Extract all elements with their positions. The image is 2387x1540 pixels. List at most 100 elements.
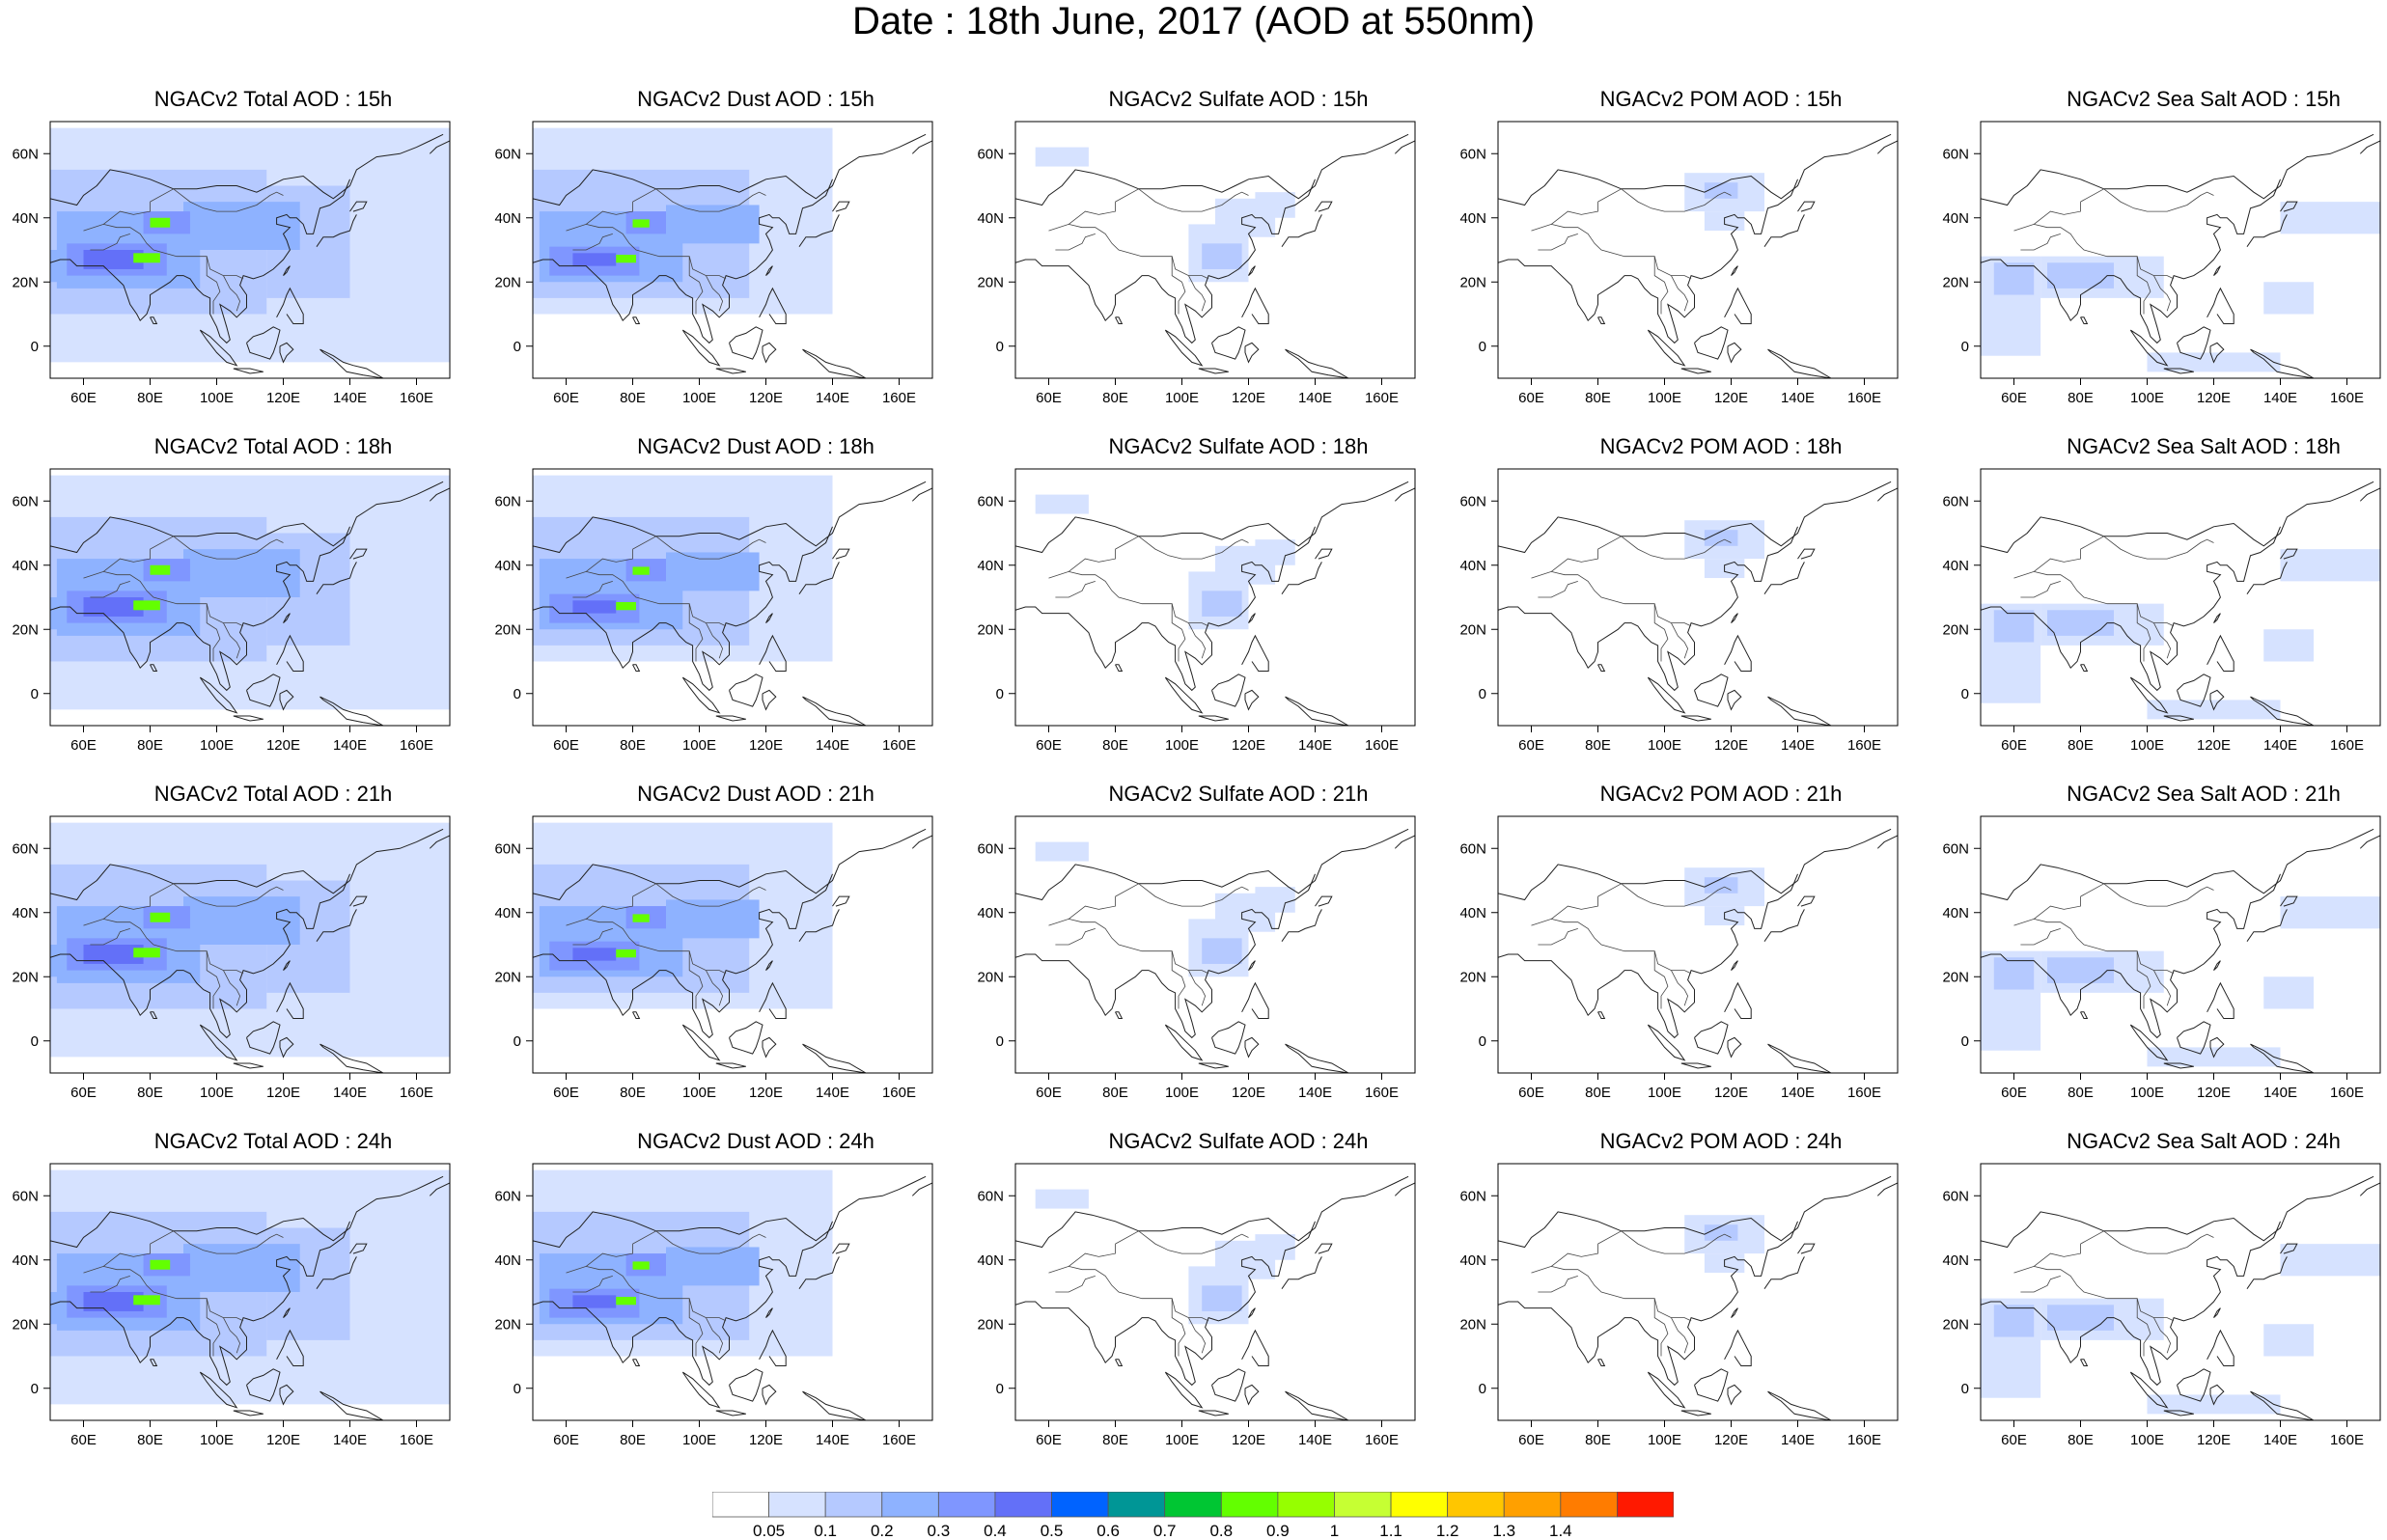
map-plot: 60E 80E 100E 120E 140E 160E 60N 40N 20N 0 (494, 121, 933, 406)
country-border (688, 1298, 704, 1357)
country-border (2153, 622, 2172, 659)
aod-shading (1035, 147, 1089, 167)
coastline (1285, 348, 1349, 378)
aod-shading (666, 552, 760, 591)
y-tick-label: 20N (977, 274, 1004, 290)
map-panel: NGACv2 Total AOD : 24h 60E 80E 100E 120E 140E… (12, 1129, 529, 1476)
x-tick-label: 160E (400, 390, 433, 406)
coastline (759, 1329, 787, 1366)
coastline (1498, 179, 1798, 344)
x-tick-label: 140E (2263, 390, 2297, 406)
country-border (223, 622, 241, 659)
coastline (276, 1329, 304, 1366)
aod-shading (1255, 539, 1295, 565)
x-tick-label: 140E (333, 1085, 367, 1101)
plot-frame (1497, 815, 1899, 1074)
coastline (279, 1036, 294, 1059)
y-tick-label: 0 (31, 339, 39, 355)
coastline (2080, 316, 2089, 324)
y-tick-label: 0 (31, 686, 39, 702)
colorbar-label: 0.6 (1096, 1522, 1120, 1540)
coastline (2207, 287, 2234, 324)
coastline (802, 1043, 867, 1073)
coastline (2209, 1384, 2225, 1406)
country-border (632, 1230, 766, 1254)
coastline (2163, 1410, 2194, 1416)
coastline (1241, 287, 1269, 324)
x-tick-label: 140E (1781, 737, 1815, 754)
aod-shading (1704, 530, 1738, 546)
map-panel: NGACv2 POM AOD : 24h 60E 80E 100E 120E 140E 16… (1459, 1129, 1977, 1476)
coastline (1015, 526, 1316, 692)
y-tick-label: 60N (494, 146, 521, 162)
colorbar-swatch (712, 1492, 769, 1518)
country-border (2136, 1298, 2151, 1357)
country-border (1531, 570, 1692, 627)
coastline (2209, 1036, 2225, 1059)
coastline (1285, 1390, 1349, 1420)
y-tick-label: 40N (1459, 558, 1486, 574)
aod-shading (2280, 1244, 2380, 1277)
map-plot: 60E 80E 100E 120E 140E 160E 60N 40N 20N 0 (1459, 121, 1899, 406)
x-tick-label: 80E (1585, 1432, 1611, 1448)
coastline (1680, 1410, 1711, 1416)
country-border (2013, 1265, 2175, 1322)
coastline (1241, 1329, 1269, 1366)
coastline (1315, 201, 1333, 212)
map-panel: NGACv2 Total AOD : 15h 60E 80E 100E 120E 140E… (12, 87, 529, 434)
coastline (1244, 1384, 1260, 1406)
coastline (1394, 835, 1415, 849)
y-tick-label: 20N (494, 274, 521, 290)
coastline (1597, 1359, 1606, 1366)
y-tick-label: 60N (12, 493, 39, 509)
x-tick-label: 140E (1298, 1085, 1332, 1101)
country-border (572, 581, 613, 598)
x-tick-label: 100E (682, 1085, 716, 1101)
coastline (246, 1021, 281, 1055)
coastline (1164, 329, 1204, 367)
plot-frame (1980, 468, 2381, 727)
coastline (533, 481, 927, 554)
coastline (1680, 1062, 1711, 1069)
colorbar-swatch (1334, 1492, 1392, 1518)
coastline (1763, 562, 1805, 594)
panel-title: NGACv2 Total AOD : 15h (153, 87, 393, 111)
coastline (429, 1182, 450, 1196)
coastline (246, 674, 281, 707)
aod-shading (632, 914, 650, 922)
panel-title: NGACv2 Total AOD : 21h (153, 782, 393, 806)
y-tick-label: 40N (12, 210, 39, 227)
coastline (1198, 368, 1229, 374)
coastline (1680, 715, 1711, 722)
aod-shading (2047, 610, 2114, 636)
coastline (279, 1384, 294, 1406)
map-panel: NGACv2 Sulfate AOD : 15h 60E 80E 100E 120E 14… (977, 87, 1494, 434)
coastline (911, 487, 932, 502)
country-border (1653, 1298, 1669, 1357)
aod-shading (632, 1261, 650, 1270)
aod-shading (1035, 494, 1089, 514)
coastline (1724, 1329, 1752, 1366)
coastline (1724, 981, 1752, 1019)
y-tick-label: 0 (513, 1033, 521, 1050)
coastline (832, 548, 850, 560)
y-tick-label: 20N (1459, 969, 1486, 985)
map-panel: NGACv2 Dust AOD : 15h 60E 80E 100E 120E 140E 1… (494, 87, 1012, 434)
x-tick-label: 100E (1648, 390, 1681, 406)
coastline (759, 287, 787, 324)
aod-shading (2263, 1324, 2314, 1357)
coastline (2359, 1182, 2380, 1196)
y-tick-label: 40N (1942, 905, 1969, 921)
coastline (715, 1410, 746, 1416)
country-border (2013, 223, 2175, 280)
aod-shading (572, 948, 617, 961)
plot-frame (1014, 121, 1416, 379)
coastline (246, 326, 281, 360)
aod-shading (2047, 957, 2114, 983)
country-border (1055, 928, 1096, 946)
country-border (2013, 570, 2175, 627)
x-tick-label: 100E (1648, 1432, 1681, 1448)
aod-shading (1704, 1224, 1738, 1241)
x-tick-label: 80E (2068, 390, 2094, 406)
x-tick-label: 140E (816, 737, 849, 754)
